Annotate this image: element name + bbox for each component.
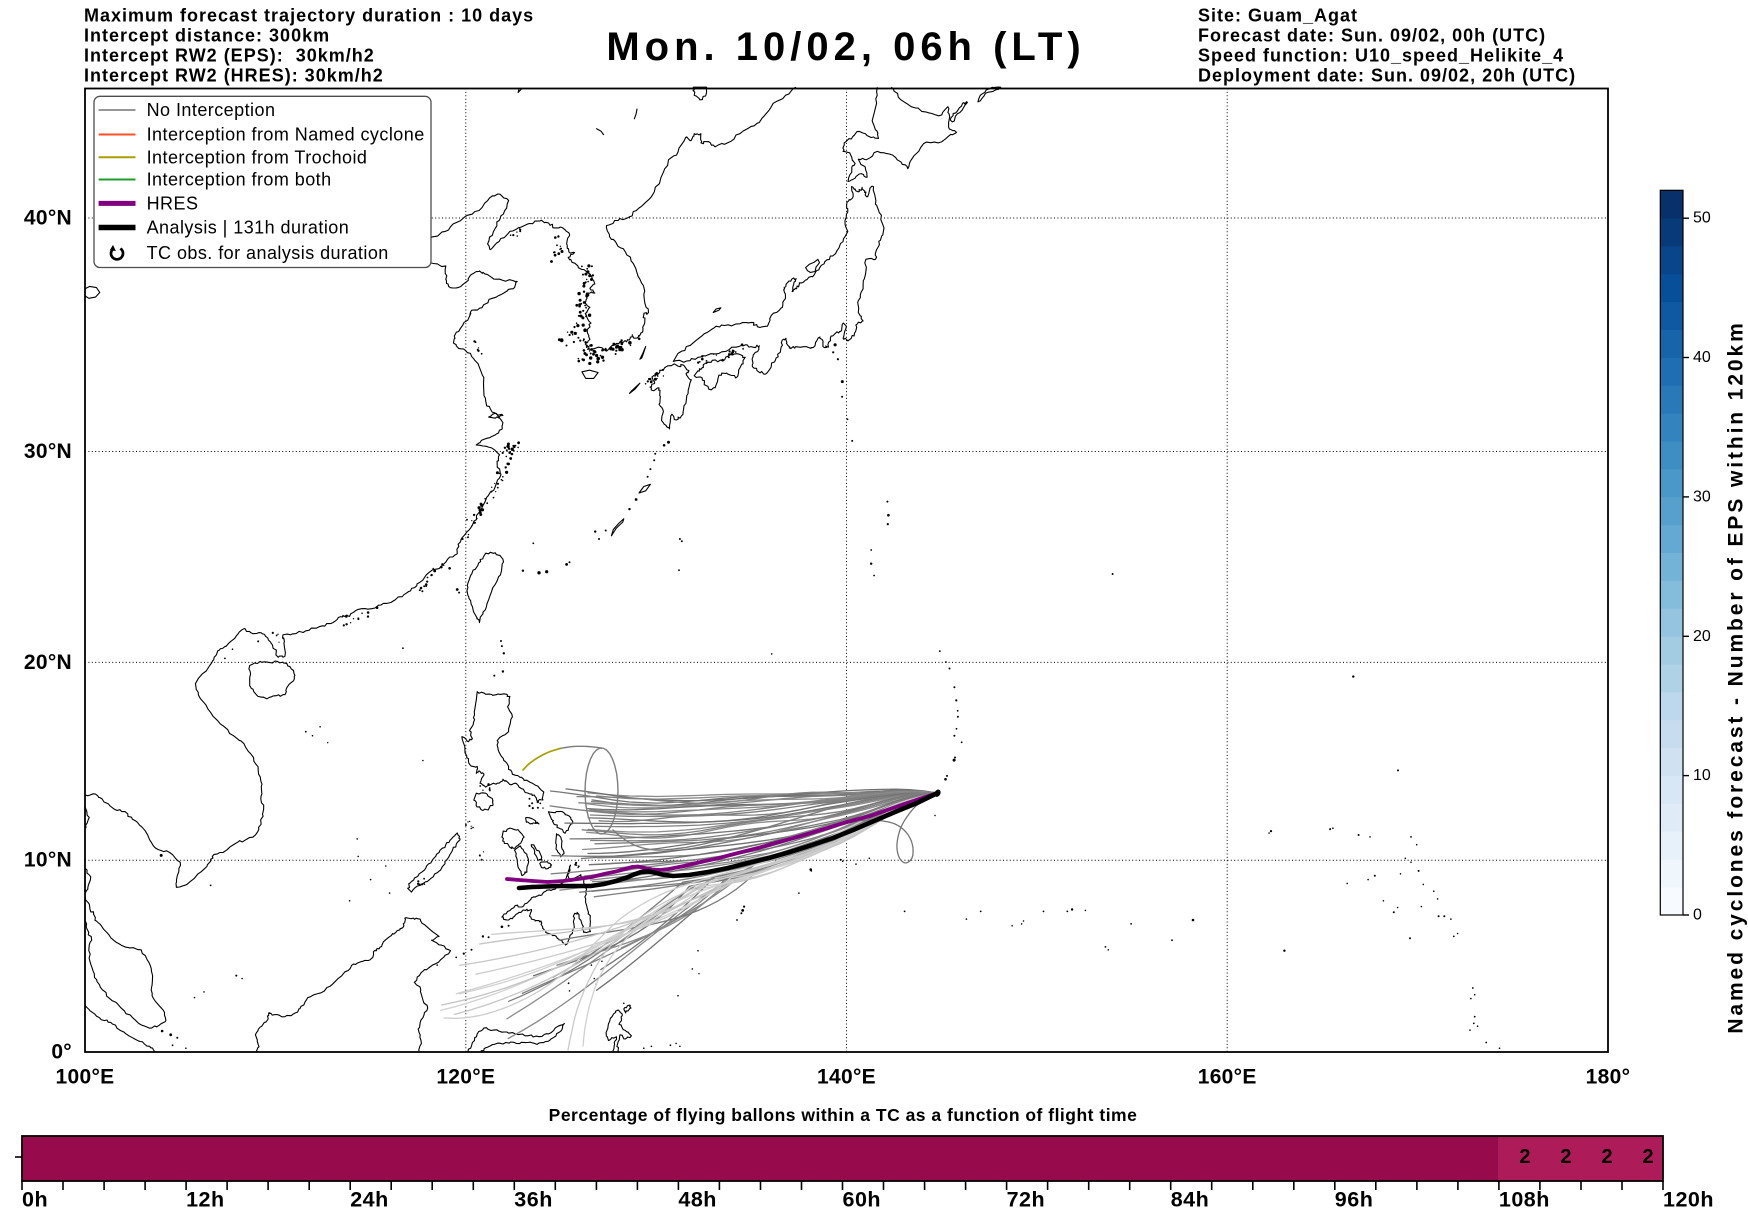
svg-text:2: 2 bbox=[1643, 1146, 1654, 1168]
svg-text:Intercept distance: 300km: Intercept distance: 300km bbox=[84, 25, 330, 45]
svg-text:24h: 24h bbox=[350, 1188, 389, 1212]
svg-text:72h: 72h bbox=[1007, 1188, 1046, 1212]
svg-text:36h: 36h bbox=[514, 1188, 553, 1212]
svg-text:Maximum forecast trajectory du: Maximum forecast trajectory duration : 1… bbox=[84, 6, 534, 26]
svg-text:20°N: 20°N bbox=[24, 651, 72, 674]
svg-text:20: 20 bbox=[1693, 628, 1711, 645]
svg-text:100°E: 100°E bbox=[56, 1066, 115, 1089]
svg-text:Intercept RW2 (HRES): 30km/h2: Intercept RW2 (HRES): 30km/h2 bbox=[84, 65, 384, 85]
svg-text:Speed function: U10_speed_Heli: Speed function: U10_speed_Helikite_4 bbox=[1198, 45, 1564, 65]
svg-text:Forecast date: Sun. 09/02, 00h: Forecast date: Sun. 09/02, 00h (UTC) bbox=[1198, 25, 1546, 45]
svg-text:50: 50 bbox=[1693, 210, 1711, 227]
svg-text:140°E: 140°E bbox=[817, 1066, 876, 1089]
svg-text:30°N: 30°N bbox=[24, 440, 72, 463]
svg-text:Intercept RW2 (EPS): 30km/h2: Intercept RW2 (EPS): 30km/h2 bbox=[84, 45, 375, 65]
svg-text:Named cyclones forecast - Numb: Named cyclones forecast - Number of EPS … bbox=[1725, 320, 1748, 1033]
svg-text:48h: 48h bbox=[678, 1188, 717, 1212]
svg-text:60h: 60h bbox=[843, 1188, 882, 1212]
svg-text:10: 10 bbox=[1693, 767, 1711, 784]
svg-text:Interception from Named cyclon: Interception from Named cyclone bbox=[147, 125, 425, 145]
svg-text:0: 0 bbox=[1693, 907, 1702, 924]
svg-text:40°N: 40°N bbox=[24, 207, 72, 230]
svg-text:120°E: 120°E bbox=[436, 1066, 495, 1089]
svg-text:Mon. 10/02, 06h (LT): Mon. 10/02, 06h (LT) bbox=[606, 25, 1085, 69]
svg-text:TC obs. for analysis duration: TC obs. for analysis duration bbox=[147, 243, 389, 263]
svg-text:180°: 180° bbox=[1586, 1066, 1631, 1089]
svg-text:HRES: HRES bbox=[147, 193, 199, 213]
svg-text:2: 2 bbox=[1602, 1146, 1613, 1168]
svg-text:Analysis | 131h duration: Analysis | 131h duration bbox=[147, 218, 350, 238]
svg-text:Site: Guam_Agat: Site: Guam_Agat bbox=[1198, 6, 1358, 26]
svg-text:Percentage of flying ballons w: Percentage of flying ballons within a TC… bbox=[549, 1105, 1138, 1125]
svg-text:Interception from both: Interception from both bbox=[147, 170, 332, 190]
svg-text:40: 40 bbox=[1693, 349, 1711, 366]
svg-text:108h: 108h bbox=[1499, 1188, 1550, 1212]
svg-text:0h: 0h bbox=[22, 1188, 48, 1212]
svg-text:2: 2 bbox=[1560, 1146, 1571, 1168]
svg-text:Interception from Trochoid: Interception from Trochoid bbox=[147, 147, 368, 167]
svg-text:0°: 0° bbox=[51, 1041, 72, 1064]
svg-text:120h: 120h bbox=[1663, 1188, 1714, 1212]
svg-text:2: 2 bbox=[1519, 1146, 1530, 1168]
svg-text:Deployment date: Sun. 09/02, 2: Deployment date: Sun. 09/02, 20h (UTC) bbox=[1198, 65, 1576, 85]
svg-text:10°N: 10°N bbox=[24, 849, 72, 872]
svg-text:No Interception: No Interception bbox=[147, 100, 276, 120]
svg-text:96h: 96h bbox=[1335, 1188, 1374, 1212]
svg-text:84h: 84h bbox=[1171, 1188, 1210, 1212]
svg-text:160°E: 160°E bbox=[1198, 1066, 1257, 1089]
svg-text:12h: 12h bbox=[186, 1188, 225, 1212]
svg-text:30: 30 bbox=[1693, 488, 1711, 505]
